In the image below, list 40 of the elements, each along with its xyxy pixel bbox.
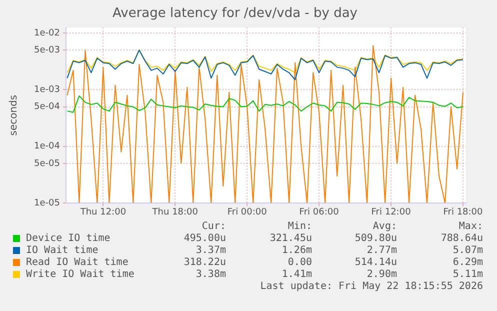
text: 321.45u bbox=[270, 233, 312, 244]
text: 0.00 bbox=[288, 257, 312, 268]
text: 5.07m bbox=[452, 245, 483, 256]
y-tick-label: 1e-02 bbox=[34, 28, 60, 38]
text: Cur: bbox=[202, 221, 226, 232]
text: 6.29m bbox=[452, 257, 483, 268]
y-tick-label: 1e-04 bbox=[34, 142, 60, 152]
y-tick-label: 5e-04 bbox=[34, 102, 60, 112]
legend-label: Device IO time bbox=[26, 233, 110, 244]
text: 509.80u bbox=[354, 233, 397, 244]
x-tick-label: Fri 00:00 bbox=[227, 208, 268, 218]
x-tick-label: Fri 12:00 bbox=[371, 208, 412, 218]
y-axis-title: seconds bbox=[8, 94, 20, 136]
text: 495.00u bbox=[184, 233, 226, 244]
chart-title: Average latency for /dev/vda - by day bbox=[112, 6, 358, 22]
text: 2.90m bbox=[366, 269, 397, 280]
x-tick-label: Fri 06:00 bbox=[299, 208, 340, 218]
y-tick-label: 5e-03 bbox=[34, 45, 60, 56]
x-tick-label: Thu 18:00 bbox=[151, 208, 198, 218]
x-tick-label: Thu 12:00 bbox=[79, 208, 126, 218]
y-tick-label: 1e-05 bbox=[34, 198, 60, 208]
legend-label: Read IO Wait time bbox=[26, 257, 128, 268]
text: 1.41m bbox=[282, 269, 312, 280]
text: 1.26m bbox=[282, 245, 312, 256]
text: 318.22u bbox=[184, 257, 226, 268]
text: 788.64u bbox=[440, 233, 483, 244]
y-tick-label: 1e-03 bbox=[34, 85, 60, 96]
legend-label: IO Wait time bbox=[26, 245, 98, 256]
text: 514.14u bbox=[354, 257, 397, 268]
text: 5.11m bbox=[452, 269, 483, 280]
text: 3.37m bbox=[196, 245, 226, 256]
x-tick-label: Fri 18:00 bbox=[443, 208, 484, 218]
text: Last update: Fri May 22 18:15:55 2026 bbox=[260, 281, 483, 292]
text: 3.38m bbox=[196, 269, 226, 280]
text: Max: bbox=[458, 221, 483, 232]
text: 2.77m bbox=[366, 245, 397, 256]
y-tick-label: 5e-05 bbox=[34, 158, 60, 169]
text: Min: bbox=[288, 221, 312, 232]
legend-label: Write IO Wait time bbox=[26, 269, 134, 280]
text: Avg: bbox=[372, 221, 397, 232]
